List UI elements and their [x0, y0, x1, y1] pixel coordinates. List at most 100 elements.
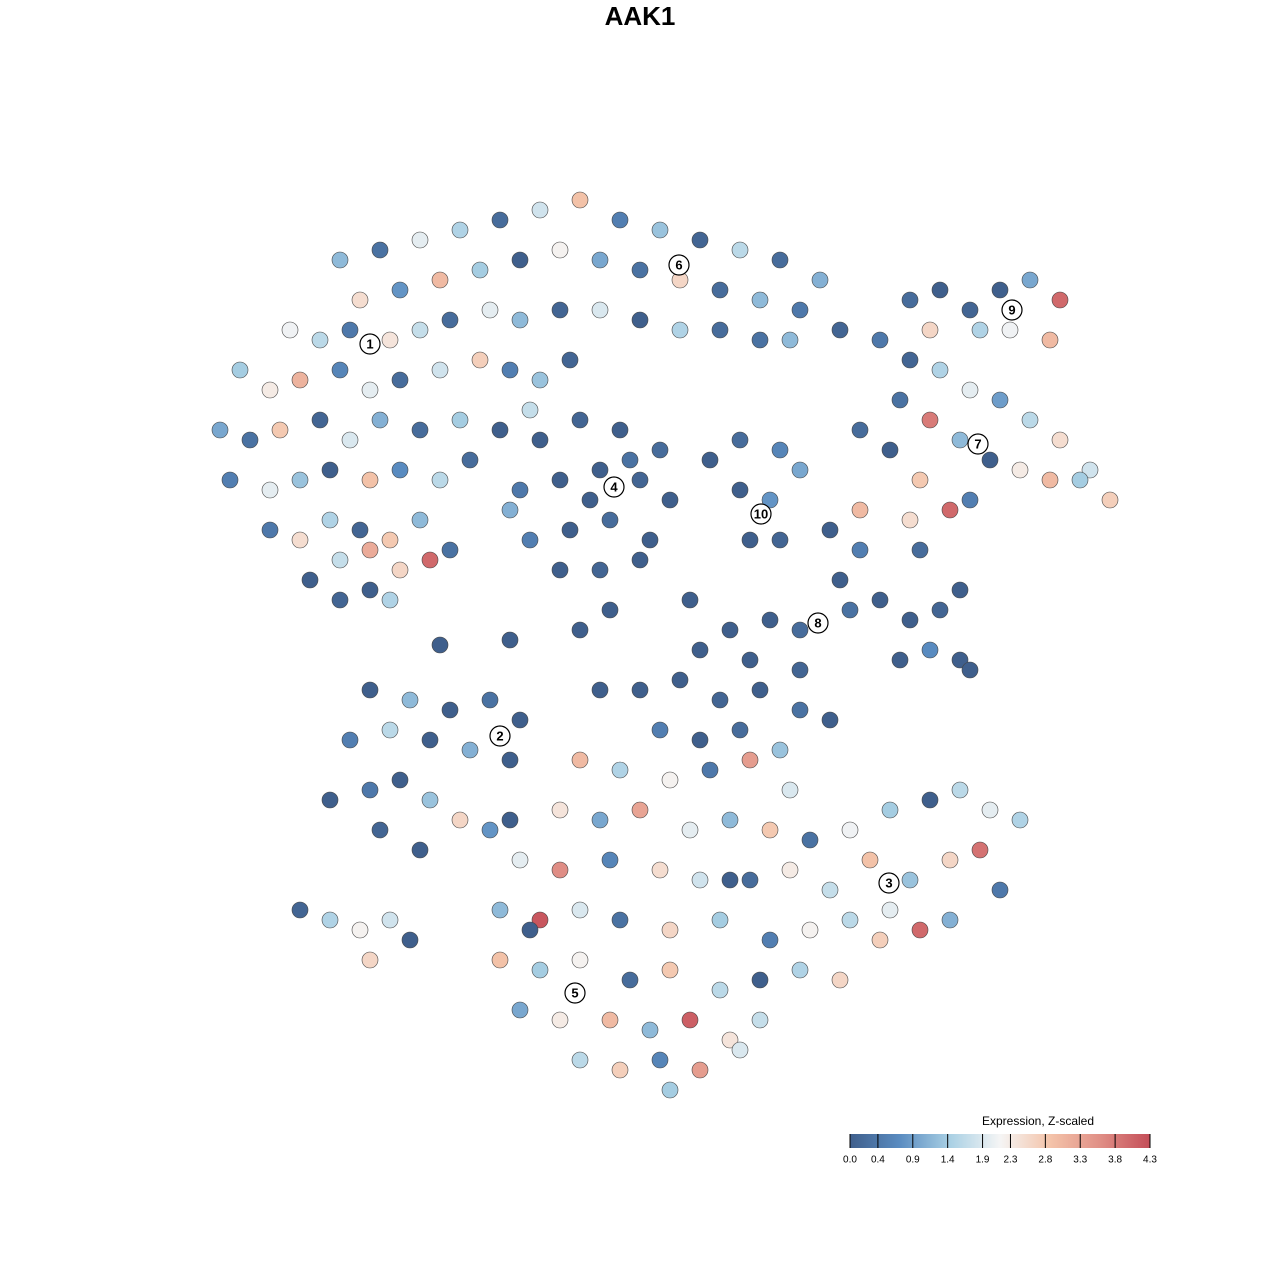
point: [791, 701, 809, 719]
colorbar-tick-label: 3.3: [1073, 1155, 1087, 1166]
point: [941, 501, 959, 519]
point: [941, 851, 959, 869]
cluster-marker: [564, 982, 586, 1004]
point: [321, 511, 339, 529]
point: [881, 441, 899, 459]
point: [571, 621, 589, 639]
point: [571, 751, 589, 769]
point: [1011, 461, 1029, 479]
point: [731, 431, 749, 449]
point: [511, 251, 529, 269]
colorbar-tick-label: 0.0: [843, 1155, 857, 1166]
point: [731, 1041, 749, 1059]
point: [661, 921, 679, 939]
point: [591, 811, 609, 829]
point: [551, 471, 569, 489]
colorbar-tick-label: 2.8: [1038, 1155, 1052, 1166]
point: [391, 771, 409, 789]
point: [991, 281, 1009, 299]
point: [341, 431, 359, 449]
point: [791, 301, 809, 319]
colorbar-tick-label: 0.4: [871, 1155, 885, 1166]
colorbar-tick-label: 4.3: [1143, 1155, 1157, 1166]
point: [621, 451, 639, 469]
point: [661, 771, 679, 789]
point: [601, 601, 619, 619]
point: [911, 471, 929, 489]
point: [871, 331, 889, 349]
point: [801, 921, 819, 939]
cluster-label: 8: [814, 615, 821, 630]
point: [351, 521, 369, 539]
point: [741, 531, 759, 549]
point: [461, 741, 479, 759]
point: [961, 661, 979, 679]
cluster-marker: [359, 333, 381, 355]
point: [741, 651, 759, 669]
point: [361, 781, 379, 799]
chart-title: AAK1: [605, 1, 676, 31]
point: [761, 821, 779, 839]
point: [681, 591, 699, 609]
colorbar: Expression, Z-scaled 0.0 0.4 0.9 1.4 1.9 2.3 2…: [843, 1114, 1157, 1165]
point: [391, 371, 409, 389]
point: [791, 461, 809, 479]
point: [1041, 331, 1059, 349]
point: [411, 231, 429, 249]
point: [1041, 471, 1059, 489]
point: [511, 311, 529, 329]
point: [901, 611, 919, 629]
cluster-marker: [750, 503, 772, 525]
point: [671, 671, 689, 689]
point: [511, 851, 529, 869]
cluster-marker: [668, 254, 690, 276]
point: [561, 351, 579, 369]
point: [891, 651, 909, 669]
point: [901, 511, 919, 529]
colorbar-bar: [850, 1134, 1150, 1148]
point: [501, 361, 519, 379]
cluster-label: 4: [610, 479, 618, 494]
point: [451, 811, 469, 829]
point: [421, 551, 439, 569]
point: [331, 361, 349, 379]
point: [711, 691, 729, 709]
point: [771, 251, 789, 269]
point: [651, 861, 669, 879]
point: [701, 451, 719, 469]
point: [631, 311, 649, 329]
point: [811, 271, 829, 289]
point: [471, 261, 489, 279]
point: [481, 301, 499, 319]
point: [391, 561, 409, 579]
point: [641, 531, 659, 549]
point: [491, 421, 509, 439]
point: [361, 471, 379, 489]
point: [721, 1031, 739, 1049]
point: [381, 531, 399, 549]
point: [961, 301, 979, 319]
colorbar-tick-label: 1.4: [941, 1155, 955, 1166]
point: [671, 321, 689, 339]
point: [351, 921, 369, 939]
point: [851, 541, 869, 559]
cluster-marker: [807, 612, 829, 634]
point: [761, 611, 779, 629]
point: [591, 561, 609, 579]
point: [991, 391, 1009, 409]
point: [351, 291, 369, 309]
point: [501, 631, 519, 649]
point: [791, 961, 809, 979]
point: [591, 301, 609, 319]
point: [651, 721, 669, 739]
point: [311, 331, 329, 349]
point: [1051, 291, 1069, 309]
point: [551, 1011, 569, 1029]
point: [531, 911, 549, 929]
point: [511, 711, 529, 729]
point: [401, 691, 419, 709]
point: [951, 781, 969, 799]
point: [401, 931, 419, 949]
point: [731, 481, 749, 499]
point: [1021, 271, 1039, 289]
